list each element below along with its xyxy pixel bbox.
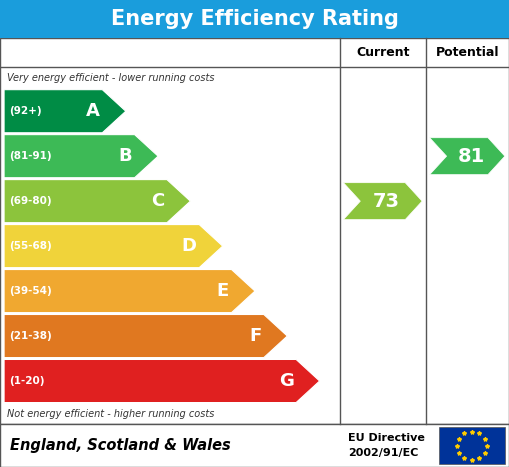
Text: B: B [119, 147, 132, 165]
Text: 81: 81 [458, 147, 485, 166]
Text: 2002/91/EC: 2002/91/EC [348, 448, 418, 458]
Text: (92+): (92+) [9, 106, 42, 116]
Polygon shape [4, 225, 223, 268]
Text: (21-38): (21-38) [9, 331, 52, 341]
Text: EU Directive: EU Directive [348, 433, 425, 443]
Text: Very energy efficient - lower running costs: Very energy efficient - lower running co… [7, 73, 214, 84]
Polygon shape [430, 138, 505, 175]
Polygon shape [4, 134, 158, 178]
Polygon shape [4, 360, 320, 403]
Bar [439, 427, 505, 464]
Text: England, Scotland & Wales: England, Scotland & Wales [10, 438, 231, 453]
Text: (55-68): (55-68) [9, 241, 52, 251]
Polygon shape [4, 314, 287, 358]
Text: (81-91): (81-91) [9, 151, 52, 161]
Text: Potential: Potential [436, 46, 499, 59]
Text: (69-80): (69-80) [9, 196, 52, 206]
Polygon shape [4, 90, 126, 133]
Text: (1-20): (1-20) [9, 376, 45, 386]
Bar [0, 38, 509, 424]
Text: (39-54): (39-54) [9, 286, 52, 296]
Text: Current: Current [356, 46, 410, 59]
Text: Energy Efficiency Rating: Energy Efficiency Rating [110, 9, 399, 29]
Polygon shape [344, 183, 422, 219]
Polygon shape [4, 269, 255, 312]
Text: Not energy efficient - higher running costs: Not energy efficient - higher running co… [7, 409, 214, 419]
Text: D: D [182, 237, 196, 255]
Text: F: F [249, 327, 261, 345]
Polygon shape [4, 180, 190, 223]
Bar [0, 0, 509, 38]
Text: C: C [151, 192, 164, 210]
Text: E: E [217, 282, 229, 300]
Text: A: A [86, 102, 100, 120]
Text: G: G [279, 372, 294, 390]
Text: 73: 73 [373, 191, 400, 211]
Bar [0, 424, 509, 467]
